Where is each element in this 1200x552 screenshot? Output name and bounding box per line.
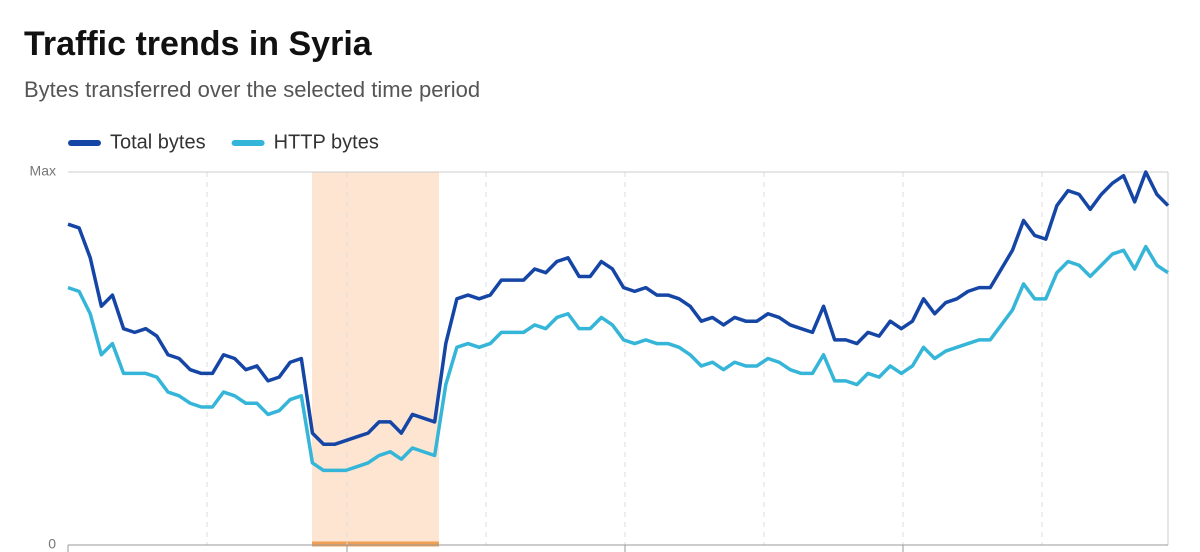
highlight-band: [312, 172, 439, 545]
legend-label: Total bytes: [110, 131, 206, 153]
legend-label: HTTP bytes: [274, 131, 379, 153]
y-tick-label: 0: [48, 536, 56, 552]
series-line: [67, 170, 1170, 447]
series-line: [67, 244, 1169, 473]
chart-subtitle: Bytes transferred over the selected time…: [24, 77, 480, 102]
y-tick-label: Max: [30, 163, 56, 179]
chart-title: Traffic trends in Syria: [24, 25, 373, 63]
